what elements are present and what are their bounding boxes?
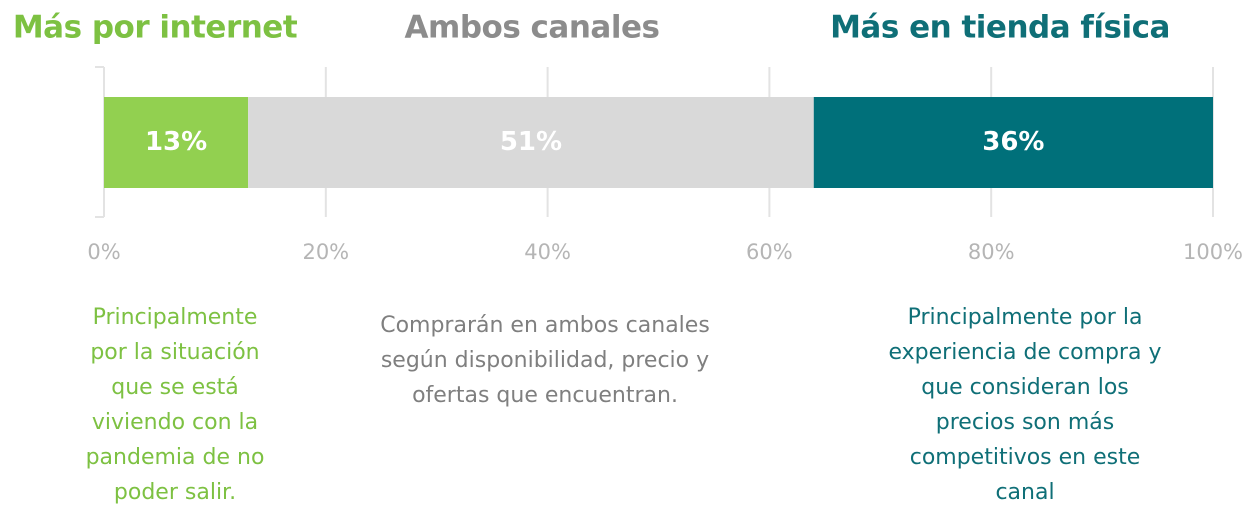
series-header: Más por internet xyxy=(13,10,298,46)
series-header: Más en tienda física xyxy=(830,10,1170,46)
bar-segment xyxy=(813,97,1213,188)
description-line: pandemia de no xyxy=(86,445,265,470)
bar-segment xyxy=(248,97,814,188)
description-line: según disponibilidad, precio y xyxy=(381,348,709,373)
description-line: que se está xyxy=(111,375,239,400)
description-line: Comprarán en ambos canales xyxy=(380,313,710,338)
value-label: 51% xyxy=(500,127,562,157)
description-line: canal xyxy=(995,480,1054,505)
description-line: ofertas que encuentran. xyxy=(412,383,678,408)
description-line: precios son más xyxy=(936,410,1114,435)
series-header: Ambos canales xyxy=(405,10,660,46)
bar-segment xyxy=(104,97,249,188)
description-line: poder salir. xyxy=(114,480,236,505)
x-tick-label: 60% xyxy=(746,240,793,264)
description-line: por la situación xyxy=(90,340,259,365)
description-line: Principalmente xyxy=(93,305,258,330)
description-line: Principalmente por la xyxy=(908,305,1143,330)
description-line: que consideran los xyxy=(921,375,1129,400)
description-line: competitivos en este xyxy=(910,445,1141,470)
x-tick-label: 80% xyxy=(968,240,1015,264)
description-line: experiencia de compra y xyxy=(889,340,1162,365)
x-tick-label: 100% xyxy=(1183,240,1243,264)
x-tick-label: 0% xyxy=(87,240,120,264)
value-label: 36% xyxy=(982,127,1044,157)
value-label: 13% xyxy=(145,127,207,157)
x-tick-label: 40% xyxy=(524,240,571,264)
x-tick-label: 20% xyxy=(302,240,349,264)
description-line: viviendo con la xyxy=(92,410,258,435)
